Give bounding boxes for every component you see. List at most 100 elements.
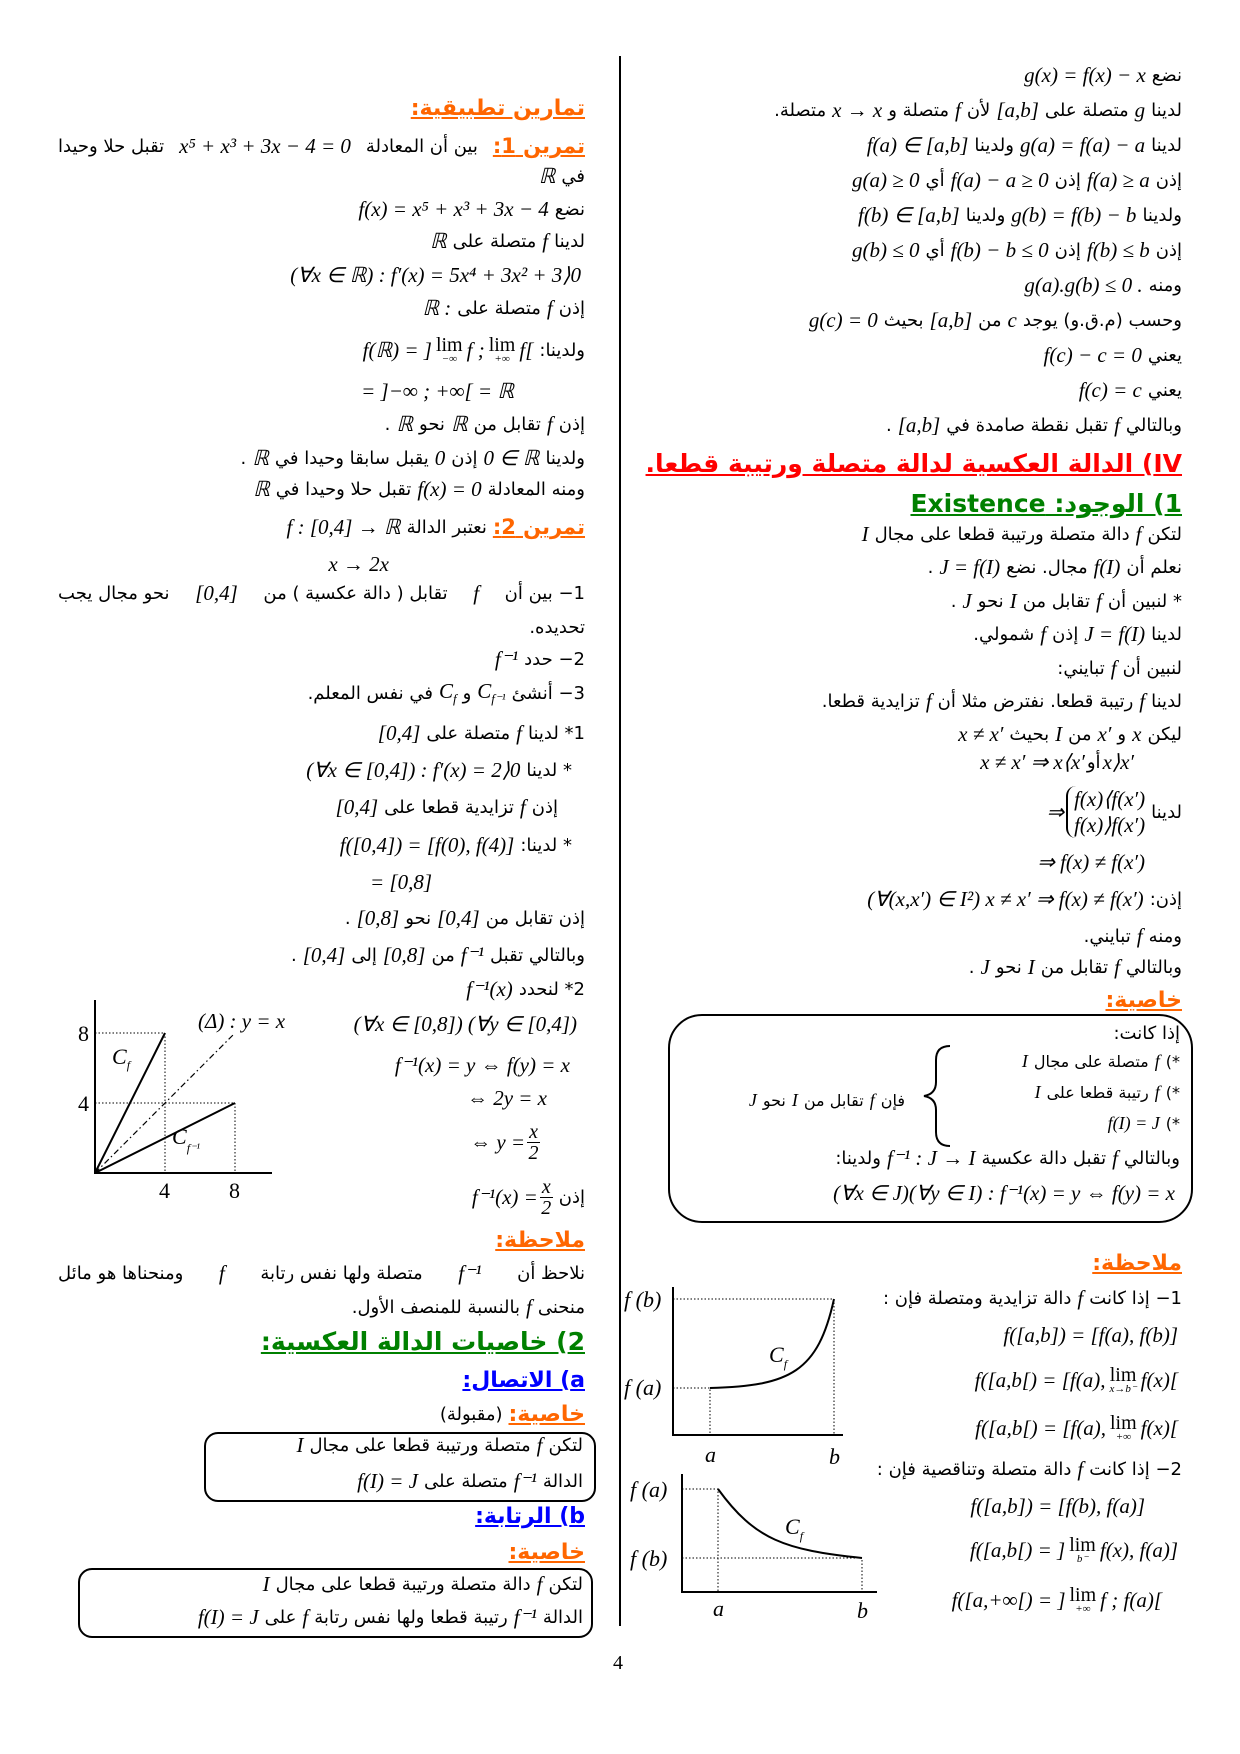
text-line: 2* لنحدد f⁻¹(x) — [466, 972, 585, 1006]
math-text: J — [962, 588, 972, 613]
math-text: = ]−∞ ; +∞[ = ℝ — [361, 378, 514, 403]
math-text: x ≠ x′ ⇒ x⟨x′ — [980, 749, 1085, 774]
text-line: لتكن f دالة متصلة ورتيبة قطعا على مجال I — [263, 1567, 583, 1601]
text-run: ولدينا — [545, 447, 585, 469]
math-text: f⁻¹ : J → I — [886, 1145, 976, 1170]
math-text: I — [1009, 588, 1017, 613]
text-run: إذن — [1054, 239, 1081, 261]
math-expression: Cf⁻¹ — [477, 679, 505, 707]
math-text: f — [473, 580, 480, 605]
math-expression: 0 — [435, 446, 446, 471]
text-run: بين أن المعادلة — [365, 135, 478, 157]
math-text: f(x) = 0 — [417, 476, 482, 501]
text-run: إذن — [1052, 623, 1079, 645]
math-text: f(b) − b ≤ 0 — [950, 237, 1049, 262]
text-line: نضع g(x) = f(x) − x — [1024, 58, 1182, 92]
text-run: . — [950, 590, 957, 612]
text-run: تقابل من — [803, 1090, 864, 1110]
x-tick-label: 4 — [159, 1178, 170, 1203]
text-run: تقبل دالة عكسية — [981, 1147, 1107, 1169]
math-expression: f — [473, 581, 479, 606]
math-expression: f⁻¹(x) = y ⇔ f(y) = x — [395, 1053, 570, 1078]
math-text: x → 2x — [328, 551, 389, 576]
math-expression: I — [792, 1090, 798, 1111]
text-line: *) f(I) = J — [1108, 1106, 1180, 1140]
fb-label: f (b) — [624, 1287, 661, 1312]
math-expression: f⁻¹ — [461, 943, 484, 968]
math-text: [0,4] — [437, 905, 480, 930]
text-line: ⇔ y = x 2 — [470, 1122, 540, 1163]
math-expression: f(b) ≤ b — [1087, 238, 1150, 263]
math-text: f([a,+∞[) = ] — [951, 1587, 1066, 1612]
math-expression: ℝ : — [422, 296, 451, 321]
limit-subscript: −∞ — [441, 353, 457, 365]
math-text: f(a) − a ≥ 0 — [950, 167, 1049, 192]
text-line: إذن تقابل من [0,4] نحو [0,8]. — [345, 901, 585, 935]
text-run: لنبين أن — [1122, 657, 1182, 679]
math-expression: ℝ — [252, 446, 269, 471]
math-expression: I — [862, 522, 869, 547]
text-run: نحو — [419, 413, 445, 435]
math-expression: Cf — [439, 679, 457, 707]
text-run: 3− أنشئ — [511, 682, 585, 704]
math-text: f — [516, 720, 522, 745]
text-run: إذا كانت: — [1113, 1022, 1180, 1044]
math-text: = [0,8] — [369, 869, 432, 894]
heading-line: IV) الدالة العكسية لدالة متصلة ورتيبة قط… — [646, 446, 1182, 480]
heading-line: ملاحظة: — [1092, 1246, 1182, 1280]
text-line: 3− أنشئ Cf⁻¹ و Cf في نفس المعلم. — [308, 676, 585, 710]
math-expression: f(a) − a ≥ 0 — [951, 168, 1049, 193]
heading-line: خاصية: — [1106, 983, 1183, 1017]
math-subscript: f⁻¹ — [491, 691, 506, 707]
text-line: إذا كانت: — [1113, 1016, 1180, 1050]
math-expression: f(b) ∈ [a,b] — [858, 203, 960, 228]
text-run: لدينا — [1151, 99, 1182, 121]
text-run: * لدينا: — [520, 834, 572, 856]
text-line: f⁻¹(x) = y ⇔ f(y) = x — [395, 1048, 570, 1082]
text-run: ليكن — [1147, 723, 1182, 745]
math-expression: f([a,b]) = [f(b), f(a)] — [970, 1494, 1145, 1519]
math-expression: f — [1077, 1457, 1083, 1482]
math-expression: J = f(I) — [939, 555, 1000, 580]
math-text: [0,4] — [302, 942, 346, 967]
math-expression: f(x)[ — [1141, 1368, 1178, 1393]
cf-label: Cf — [785, 1514, 805, 1543]
math-text: f — [546, 411, 553, 436]
math-expression: J — [962, 589, 971, 614]
section-heading: ملاحظة: — [1092, 1250, 1182, 1276]
math-text: g(a).g(b) ≤ 0 . — [1024, 272, 1143, 297]
text-line: إذن f تقابل من ℝ نحو ℝ. — [385, 407, 585, 441]
text-run: تقابل من — [473, 413, 541, 435]
math-expression: f([a,b[) = [f(a), — [975, 1416, 1106, 1441]
math-text: ℝ — [429, 228, 447, 253]
limit-subscript: b⁻ — [1076, 1553, 1089, 1565]
math-text: ⇒ f(x) ≠ f(x′) — [1037, 849, 1145, 874]
text-line: f([a,b]) = [f(a), f(b)] — [1003, 1318, 1178, 1352]
math-text: J = f(I) — [939, 554, 1001, 579]
math-expression: x → 2x — [328, 552, 389, 577]
math-expression: g — [1135, 98, 1146, 123]
section-heading: b) الرتابة: — [475, 1503, 585, 1529]
math-text: [a,b] — [897, 412, 941, 437]
text-run: دالة متصلة ورتيبة قطعا على مجال — [275, 1573, 531, 1595]
math-text: f — [1110, 655, 1117, 680]
text-line: لدينا f رتيبة قطعا. نفترض مثلا أن f تزايدية … — [822, 684, 1182, 718]
text-run: تبايني. — [1083, 925, 1131, 947]
text-line: يعني f(c) − c = 0 — [1044, 338, 1182, 372]
text-run: نلاحظ أن — [517, 1262, 585, 1284]
math-text: (∀x ∈ J)(∀y ∈ I) : f⁻¹(x) = y ⇔ f(y) = x — [833, 1180, 1175, 1205]
text-run: بحيث — [1009, 723, 1050, 745]
exercise-label: تمرين 2: — [492, 515, 585, 539]
text-run: إذن — [1155, 239, 1182, 261]
text-run: يقبل سابقا وحيدا في — [274, 447, 429, 469]
text-line: لدينا J = f(I) إذن f شمولي. — [973, 617, 1182, 651]
heading-line: a) الاتصال: — [462, 1363, 585, 1397]
math-expression: f ; — [467, 338, 485, 363]
math-text: g(b) ≤ 0 — [852, 237, 920, 262]
math-expression: f : [0,4] → ℝ — [287, 515, 401, 540]
math-text: (∀(x,x′) ∈ I²) x ≠ x′ ⇒ f(x) ≠ f(x′) — [867, 886, 1144, 911]
math-group: f([a,+∞[) = ] lim +∞ f ; f(a)[ — [951, 1585, 1162, 1615]
math-expression: f(I) — [1094, 555, 1121, 580]
math-group: f⁻¹(x) = x 2 — [472, 1177, 553, 1218]
fa-label: f (a) — [624, 1375, 661, 1400]
